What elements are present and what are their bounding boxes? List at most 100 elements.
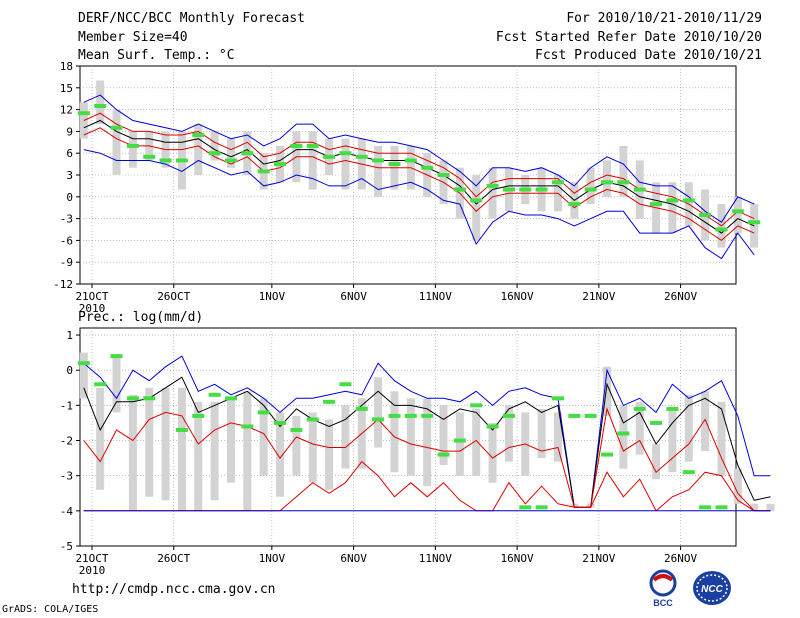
- precip-box: [488, 422, 497, 483]
- grads-credit: GrADS: COLA/IGES: [2, 604, 99, 615]
- bcc-logo-swoosh: [652, 574, 674, 582]
- precip-box: [79, 352, 88, 399]
- precip-observed-marker: [437, 452, 450, 457]
- precip-box: [177, 387, 186, 511]
- temp-observed-marker: [682, 198, 695, 203]
- temp-box: [733, 196, 742, 234]
- precip-box: [603, 366, 612, 416]
- precip-box: [423, 398, 432, 487]
- temp-observed-marker: [274, 162, 287, 167]
- precip-box: [406, 398, 415, 476]
- ncc-logo-globe: [693, 571, 731, 605]
- precip-series-mean: [83, 376, 771, 508]
- precip-box: [455, 412, 464, 476]
- temp-series-upper: [83, 94, 755, 223]
- precip-box: [701, 391, 710, 452]
- temp-observed-marker: [192, 133, 205, 138]
- precip-box: [717, 401, 726, 476]
- temp-box: [472, 175, 481, 241]
- temp-ytick-label: 6: [66, 147, 73, 160]
- precip-observed-marker: [192, 413, 205, 418]
- precip-observed-marker: [502, 413, 515, 418]
- precip-observed-marker: [355, 406, 368, 411]
- temp-observed-marker: [404, 158, 417, 163]
- temp-xtick-label: 26OCT: [157, 290, 190, 303]
- precip-observed-marker: [682, 470, 695, 475]
- precip-ytick-label: 1: [66, 329, 73, 342]
- temp-observed-marker: [551, 180, 564, 185]
- temp-observed-marker: [388, 162, 401, 167]
- temp-observed-marker: [633, 187, 646, 192]
- precip-ytick-label: -5: [60, 540, 73, 553]
- precip-box: [553, 412, 562, 462]
- temp-observed-marker: [437, 173, 450, 177]
- precip-ytick-label: -4: [60, 505, 74, 518]
- fcst-produced-date: Fcst Produced Date 2010/10/21: [535, 48, 762, 63]
- precip-box: [537, 408, 546, 459]
- precip-observed-marker: [257, 410, 270, 415]
- precip-observed-marker: [633, 406, 646, 411]
- precip-box: [766, 503, 775, 511]
- precip-observed-marker: [77, 361, 90, 366]
- temp-observed-marker: [650, 202, 663, 207]
- temp-observed-marker: [143, 154, 156, 159]
- temp-observed-marker: [699, 212, 712, 217]
- footer-url[interactable]: http://cmdp.ncc.cma.gov.cn: [72, 582, 276, 597]
- temp-observed-marker: [453, 187, 466, 192]
- precip-observed-marker: [388, 413, 401, 418]
- precip-ytick-label: -2: [60, 435, 73, 448]
- temp-observed-marker: [666, 198, 679, 203]
- precip-box: [325, 419, 334, 490]
- temp-observed-marker: [257, 169, 270, 174]
- precip-observed-marker: [175, 427, 188, 432]
- temp-observed-marker: [77, 111, 90, 116]
- precip-observed-marker: [241, 424, 254, 429]
- precip-box: [308, 412, 317, 483]
- precip-box: [684, 394, 693, 462]
- precip-box: [390, 391, 399, 473]
- precip-box: [750, 503, 759, 511]
- temp-xtick-label: 21NOV: [582, 290, 615, 303]
- temp-series-spread_lo: [83, 127, 755, 242]
- precip-box: [112, 356, 121, 413]
- temp-ytick-label: 18: [60, 60, 73, 73]
- temp-box: [128, 131, 137, 168]
- temp-observed-marker: [94, 103, 107, 108]
- member-size: Member Size=40: [78, 30, 188, 45]
- precip-xtick-label: 26NOV: [664, 552, 697, 565]
- precip-box: [226, 398, 235, 483]
- ncc-logo-text: NCC: [701, 584, 723, 595]
- precip-ytick-label: -1: [60, 399, 73, 412]
- precip-ytick-label: -3: [60, 470, 73, 483]
- precip-xtick-label: 6NOV: [340, 552, 367, 565]
- temp-observed-marker: [731, 209, 744, 214]
- temp-observed-marker: [159, 158, 172, 163]
- precip-observed-marker: [535, 505, 548, 510]
- temp-ytick-label: -3: [60, 213, 73, 226]
- temp-box: [210, 131, 219, 161]
- precip-observed-marker: [306, 417, 319, 422]
- temp-xtick-label: 6NOV: [340, 290, 367, 303]
- precip-observed-marker: [274, 420, 287, 425]
- temp-observed-marker: [355, 154, 368, 159]
- temp-observed-marker: [715, 227, 728, 232]
- precip-observed-marker: [666, 406, 679, 411]
- temp-series-mean: [83, 119, 755, 234]
- precip-box: [439, 405, 448, 466]
- precip-xtick-label: 16NOV: [501, 552, 534, 565]
- precip-xtick-label: 26OCT: [157, 552, 190, 565]
- temp-observed-marker: [584, 187, 597, 192]
- precip-box: [374, 377, 383, 448]
- bcc-logo: BCC: [649, 569, 677, 608]
- temp-ytick-label: -9: [60, 256, 73, 269]
- ncc-logo-ring: [696, 574, 728, 602]
- temp-observed-marker: [290, 143, 303, 148]
- precip-observed-marker: [404, 413, 417, 418]
- temp-xtick-label: 16NOV: [501, 290, 534, 303]
- temp-box: [194, 124, 203, 175]
- precip-box: [472, 408, 481, 476]
- precip-box: [96, 387, 105, 490]
- precip-xtick-label: 21OCT: [75, 552, 108, 565]
- temp-series-lower: [83, 149, 755, 260]
- precip-ytick-label: 0: [66, 364, 73, 377]
